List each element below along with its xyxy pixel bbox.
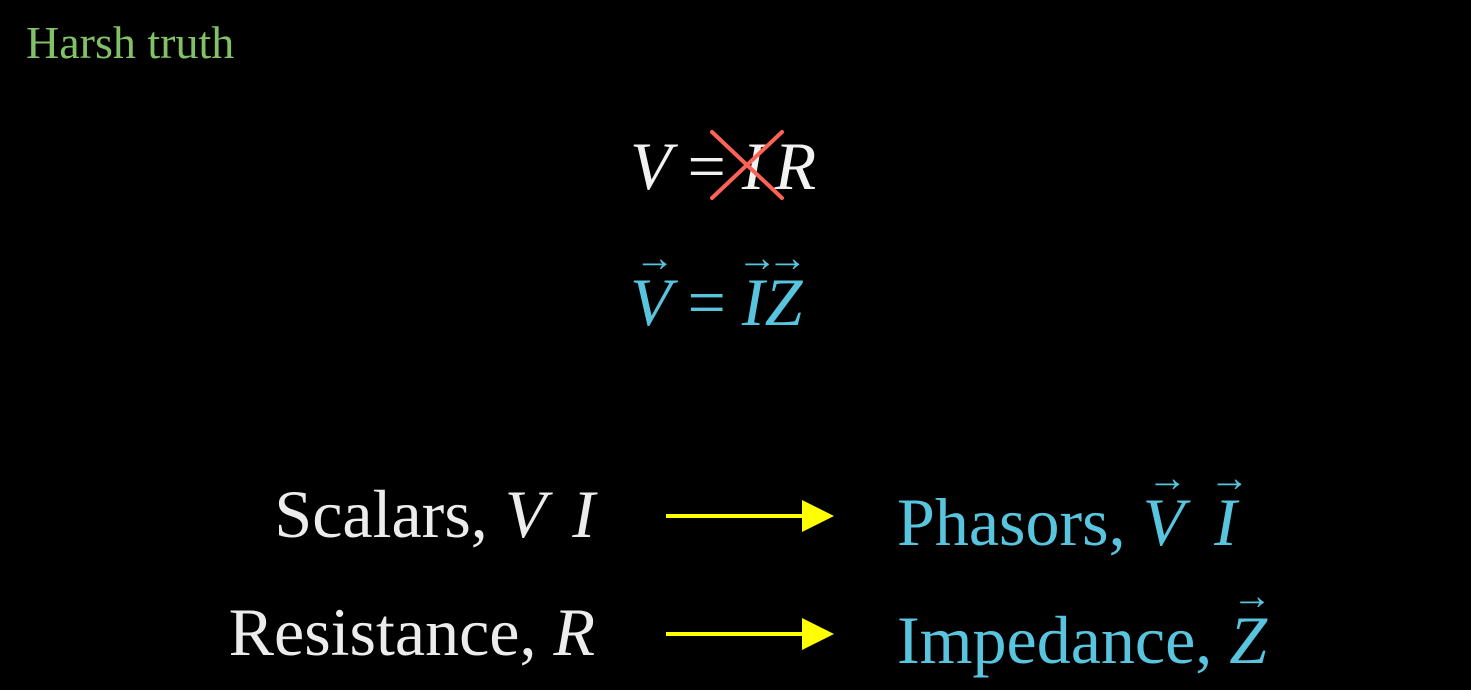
- right-arrow-icon: [666, 500, 834, 532]
- resistance-symbol: R: [774, 128, 817, 204]
- scalar-current-symbol: I: [572, 476, 595, 552]
- scalars-text: Scalars,: [274, 476, 505, 552]
- voltage-symbol: V: [630, 128, 672, 204]
- heading: Harsh truth: [26, 17, 235, 68]
- phasors-text: Phasors,: [897, 484, 1143, 560]
- phasor-equation: V=IZ: [630, 268, 802, 336]
- impedance-text: Impedance,: [897, 602, 1230, 678]
- resistance-label: Resistance, R: [229, 598, 595, 666]
- current-phasor-symbol: I: [742, 268, 765, 336]
- ohms-law-equation: V = I R: [630, 132, 816, 200]
- resistance-text: Resistance,: [228, 594, 554, 670]
- right-arrow-icon: [666, 618, 834, 650]
- scalar-resistance-symbol: R: [553, 594, 595, 670]
- phasor-impedance-symbol: Z: [1229, 606, 1267, 674]
- phasor-current-symbol: I: [1214, 488, 1237, 556]
- voltage-phasor-symbol: V: [630, 268, 672, 336]
- phasor-voltage-symbol: V: [1143, 488, 1185, 556]
- x-mark-icon: [710, 130, 784, 200]
- equals-sign: =: [687, 264, 726, 340]
- scalar-voltage-symbol: V: [504, 476, 547, 552]
- impedance-label: Impedance, Z: [897, 606, 1267, 674]
- impedance-phasor-symbol: Z: [765, 268, 803, 336]
- current-symbol: I: [741, 128, 765, 204]
- phasors-label: Phasors, VI: [897, 488, 1237, 556]
